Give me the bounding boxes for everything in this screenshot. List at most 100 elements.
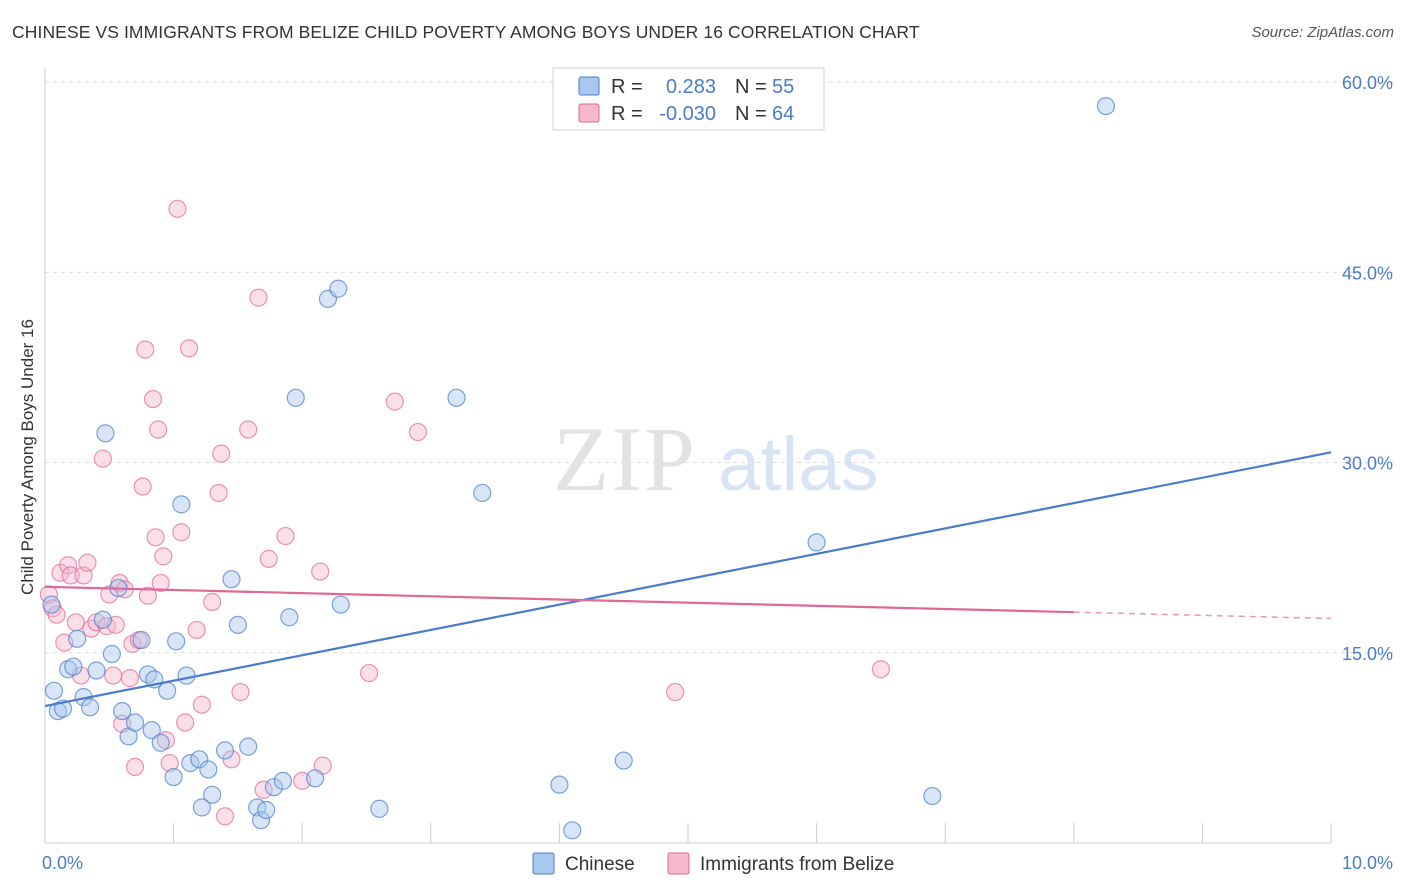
belize-trend-line-extension [1073, 611, 1332, 620]
chinese-point-27 [181, 753, 200, 773]
bottom-legend-label-chinese: Chinese [565, 854, 635, 875]
chinese-point-50 [550, 775, 569, 794]
belize-point-2 [47, 605, 66, 624]
chinese-point-5 [64, 657, 83, 676]
chinese-point-11 [96, 424, 115, 443]
bottom-legend-label-belize: Immigrants from Belize [700, 854, 894, 875]
belize-point-37 [176, 713, 195, 732]
bottom-legend-swatch-chinese [532, 852, 555, 875]
legend-n-value-chinese: 55 [772, 76, 794, 98]
y-axis-title: Child Poverty Among Boys Under 16 [18, 319, 37, 595]
chinese-point-37 [251, 811, 271, 830]
chinese-point-26 [177, 666, 196, 685]
belize-trend-line [44, 585, 1074, 614]
chinese-point-42 [286, 388, 305, 407]
chinese-point-49 [473, 483, 492, 503]
chinese-point-30 [199, 760, 218, 779]
belize-point-57 [408, 422, 428, 442]
chart-source: Source: ZipAtlas.com [1251, 24, 1394, 41]
chinese-point-24 [167, 632, 186, 651]
chinese-point-52 [614, 751, 633, 770]
x-tick-label-max: 10.0% [1342, 853, 1393, 873]
belize-point-27 [138, 586, 157, 605]
axes [44, 68, 1332, 844]
belize-point-31 [151, 573, 170, 593]
chinese-point-39 [264, 778, 284, 797]
chinese-point-33 [222, 570, 241, 589]
belize-point-7 [66, 613, 85, 632]
legend-r-label-chinese: R = [611, 76, 643, 98]
legend-n-label-chinese: N = [735, 76, 767, 98]
belize-point-13 [93, 449, 112, 468]
belize-point-36 [172, 523, 191, 542]
belize-point-40 [192, 695, 211, 714]
chinese-point-0 [42, 595, 61, 614]
series-belize-points [39, 199, 891, 826]
x-tick-label-min: 0.0% [42, 853, 83, 873]
chinese-point-41 [280, 608, 299, 627]
belize-point-53 [311, 562, 330, 581]
belize-point-29 [146, 528, 165, 547]
legend-n-value-belize: 64 [772, 103, 794, 125]
chinese-point-16 [125, 713, 145, 732]
top-legend: R = 0.283 N = 55 R = -0.030 N = 64 [552, 67, 825, 131]
legend-swatch-chinese [578, 76, 600, 96]
chinese-point-40 [273, 771, 293, 790]
chinese-point-29 [192, 798, 211, 817]
legend-r-label-belize: R = [611, 103, 643, 125]
belize-point-30 [149, 420, 168, 439]
legend-swatch-belize [578, 103, 600, 123]
belize-point-35 [168, 199, 187, 218]
belize-point-28 [143, 389, 163, 409]
grid-lines [45, 81, 1393, 654]
chinese-point-22 [158, 681, 177, 700]
belize-point-26 [136, 340, 155, 359]
y-tick-label-3: 60.0% [1342, 73, 1393, 93]
chart-title: CHINESE VS IMMIGRANTS FROM BELIZE CHILD … [12, 22, 920, 42]
legend-r-value-chinese: 0.283 [666, 76, 716, 98]
chinese-point-53 [807, 533, 826, 552]
belize-point-32 [154, 547, 173, 566]
legend-n-label-belize: N = [735, 103, 767, 125]
watermark: ZIP atlas [553, 408, 879, 510]
chinese-point-12 [102, 644, 121, 664]
belize-point-59 [871, 660, 891, 679]
belize-point-41 [203, 592, 222, 612]
chinese-point-17 [132, 630, 151, 650]
chinese-point-21 [151, 733, 170, 752]
chinese-point-46 [331, 595, 350, 614]
belize-point-50 [259, 549, 278, 568]
chinese-point-19 [142, 721, 161, 740]
chinese-point-10 [93, 610, 112, 629]
chinese-point-6 [68, 629, 87, 648]
chinese-point-8 [80, 698, 100, 717]
belize-point-51 [276, 526, 295, 546]
chinese-point-28 [190, 750, 209, 769]
belize-point-16 [104, 666, 123, 685]
bottom-legend-swatch-belize [667, 852, 690, 875]
chinese-point-43 [305, 769, 325, 788]
trend-lines [44, 451, 1332, 708]
chinese-trend-line [44, 451, 1332, 708]
chinese-point-35 [239, 737, 258, 756]
chinese-point-25 [172, 495, 191, 514]
belize-point-34 [160, 753, 179, 773]
chinese-point-48 [447, 388, 466, 407]
y-tick-labels: 15.0% 30.0% 45.0% 60.0% [1342, 73, 1393, 664]
legend-r-value-belize: -0.030 [659, 103, 716, 125]
chinese-point-51 [563, 821, 582, 840]
belize-point-58 [666, 682, 685, 702]
chinese-point-38 [257, 800, 276, 820]
chinese-point-32 [215, 741, 235, 760]
belize-point-23 [125, 757, 145, 777]
belize-point-47 [239, 420, 258, 439]
chinese-point-45 [329, 279, 348, 298]
chinese-point-9 [87, 661, 106, 680]
belize-point-55 [359, 663, 379, 683]
belize-point-10 [78, 553, 97, 572]
y-tick-label-1: 30.0% [1342, 454, 1393, 474]
belize-point-25 [133, 477, 152, 496]
belize-point-21 [120, 669, 139, 688]
chinese-point-4 [59, 660, 78, 679]
